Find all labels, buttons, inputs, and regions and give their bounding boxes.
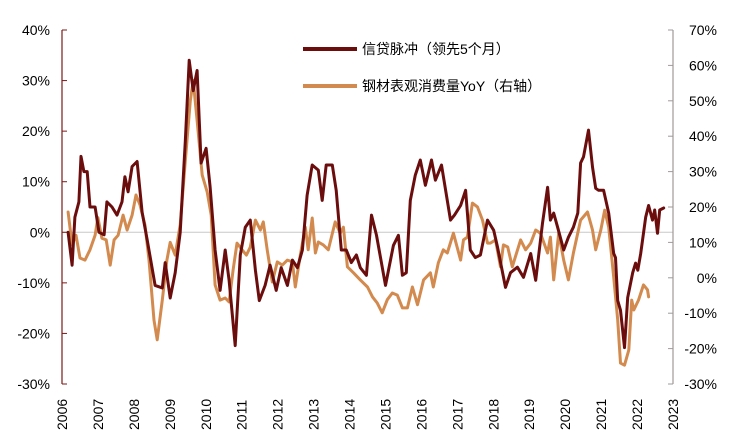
x-tick-label: 2012 [270,399,286,430]
right-y-tick-label: 10% [689,234,717,250]
left-y-tick-label: -20% [17,325,50,341]
legend: 信贷脉冲（领先5个月） 钢材表观消费量YoY（右轴） [303,41,541,94]
legend-label-steel-consumption: 钢材表观消费量YoY（右轴） [362,78,541,94]
left-y-tick-label: -10% [17,275,50,291]
x-tick-label: 2018 [485,399,501,430]
x-tick-label: 2023 [665,399,681,430]
right-y-tick-label: 0% [697,270,717,286]
right-y-tick-label: -10% [684,305,717,321]
x-tick-label: 2016 [413,399,429,430]
left-y-tick-label: 20% [22,123,50,139]
x-tick-label: 2007 [90,399,106,430]
right-y-tick-label: -30% [684,376,717,392]
right-y-tick-label: -20% [684,341,717,357]
right-y-tick-label: 70% [689,22,717,38]
left-y-tick-label: 0% [30,224,50,240]
left-y-tick-label: 40% [22,22,50,38]
series-line-credit-impulse [66,58,666,350]
x-tick-label: 2009 [162,399,178,430]
x-tick-label: 2020 [557,399,573,430]
right-y-tick-label: 20% [689,199,717,215]
x-tick-label: 2017 [449,399,465,430]
right-y-tick-label: 30% [689,164,717,180]
x-tick-label: 2021 [593,399,609,430]
x-tick-label: 2014 [342,399,358,430]
right-y-tick-label: 40% [689,128,717,144]
right-y-tick-label: 50% [689,93,717,109]
right-y-tick-label: 60% [689,57,717,73]
legend-label-credit-impulse: 信贷脉冲（领先5个月） [362,41,510,57]
left-y-tick-label: 10% [22,174,50,190]
x-tick-label: 2010 [198,399,214,430]
x-tick-label: 2011 [234,400,250,430]
x-tick-label: 2022 [629,399,645,430]
x-tick-label: 2019 [521,399,537,430]
series-lines [66,58,666,367]
axes: 40% 30% 20% 10% 0% -10% -20% -30% 70% 60% 50% 40% 30… [17,22,717,430]
left-y-tick-label: -30% [17,376,50,392]
x-tick-label: 2015 [377,399,393,430]
x-tick-label: 2006 [54,399,70,430]
x-tick-label: 2013 [306,399,322,430]
x-tick-label: 2008 [126,399,142,430]
left-y-tick-label: 30% [22,73,50,89]
series-line-steel-consumption [66,78,651,367]
